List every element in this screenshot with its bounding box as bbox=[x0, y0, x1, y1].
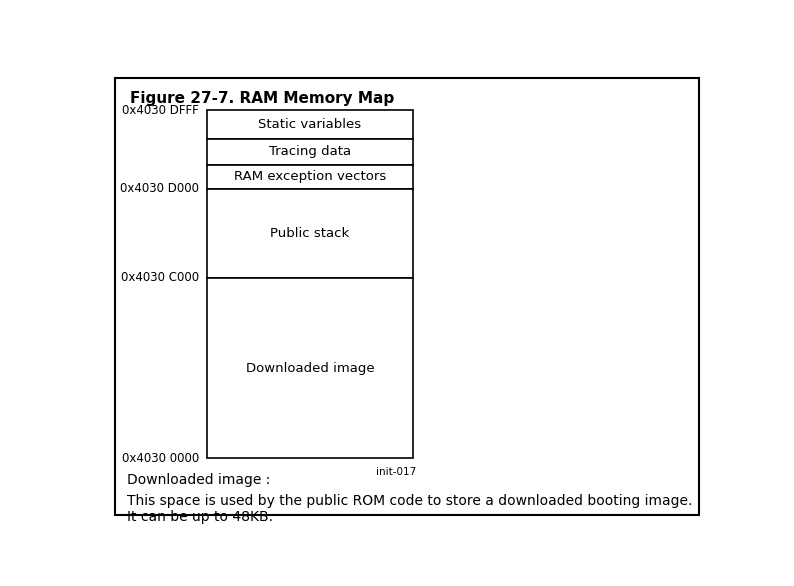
Bar bbox=[207, 139, 413, 165]
Text: Figure 27-7. RAM Memory Map: Figure 27-7. RAM Memory Map bbox=[130, 91, 395, 105]
Bar bbox=[207, 278, 413, 458]
Text: 0x4030 DFFF: 0x4030 DFFF bbox=[122, 104, 199, 117]
Text: Downloaded image: Downloaded image bbox=[245, 362, 374, 374]
Text: 0x4030 C000: 0x4030 C000 bbox=[121, 271, 199, 284]
Bar bbox=[207, 110, 413, 139]
Text: init-017: init-017 bbox=[376, 468, 416, 478]
Text: 0x4030 D000: 0x4030 D000 bbox=[120, 182, 199, 195]
Text: Downloaded image :: Downloaded image : bbox=[127, 473, 270, 487]
Text: It can be up to 48KB.: It can be up to 48KB. bbox=[127, 510, 273, 524]
Text: Tracing data: Tracing data bbox=[269, 145, 351, 158]
Text: This space is used by the public ROM code to store a downloaded booting image.: This space is used by the public ROM cod… bbox=[127, 495, 692, 509]
Text: RAM exception vectors: RAM exception vectors bbox=[234, 171, 386, 183]
Text: Static variables: Static variables bbox=[258, 118, 361, 131]
Text: Public stack: Public stack bbox=[271, 227, 349, 240]
Bar bbox=[207, 165, 413, 189]
Bar bbox=[207, 189, 413, 278]
Text: 0x4030 0000: 0x4030 0000 bbox=[121, 452, 199, 465]
